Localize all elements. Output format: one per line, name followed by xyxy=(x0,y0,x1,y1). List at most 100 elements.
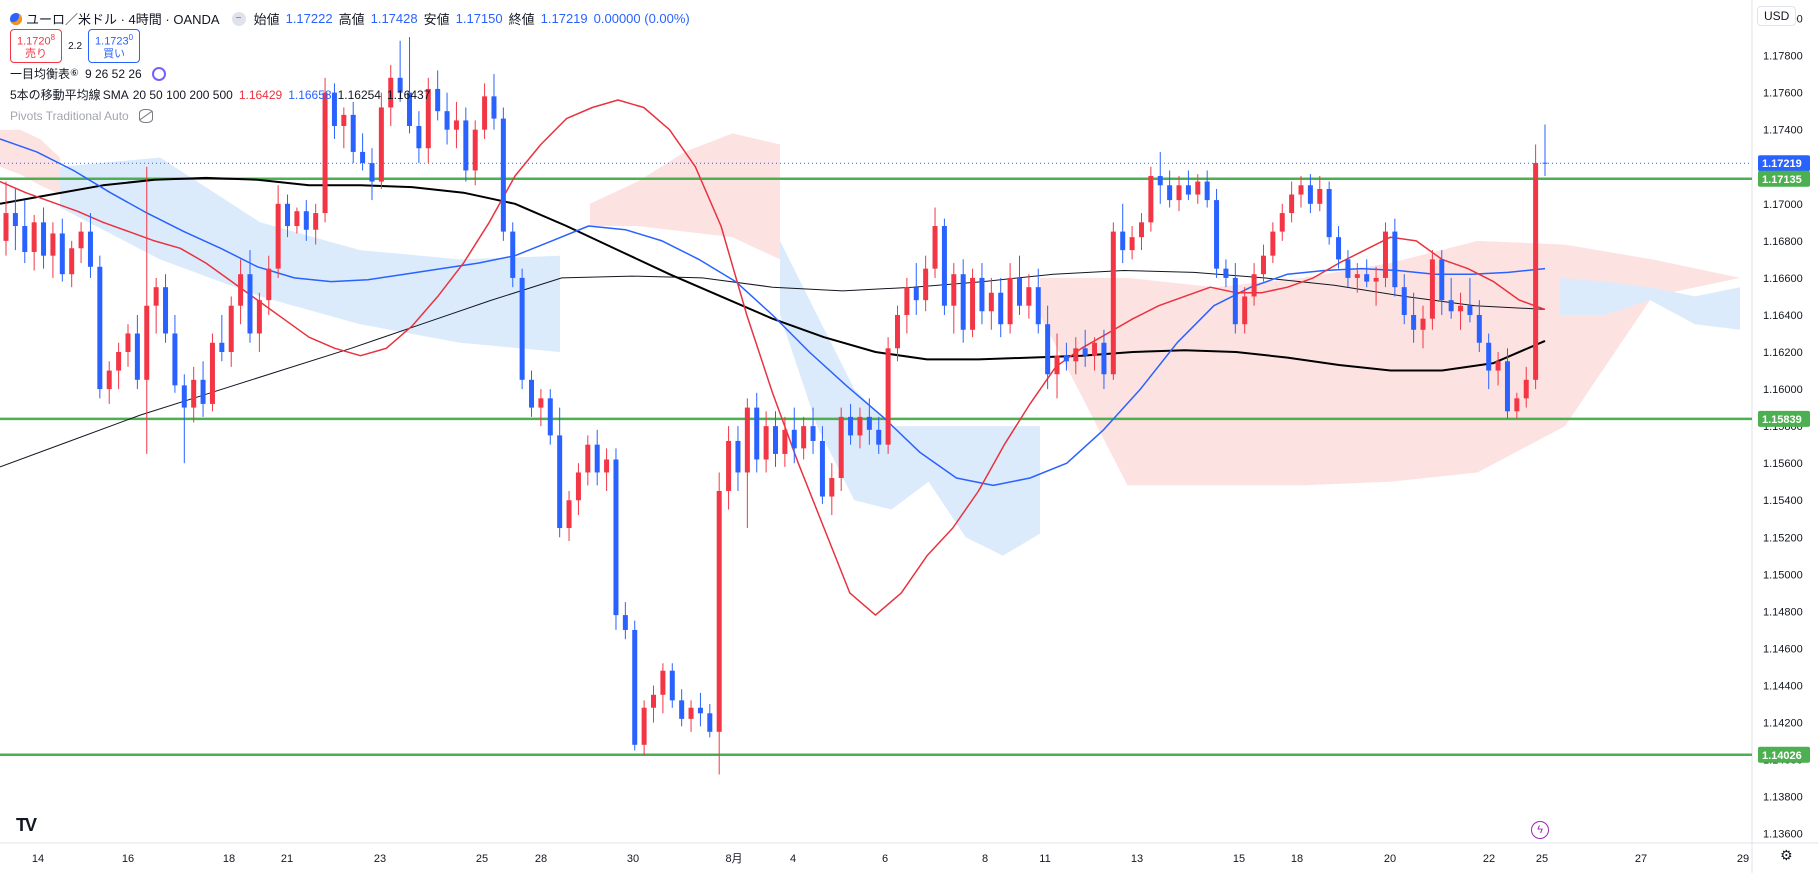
candle-body xyxy=(1364,274,1370,282)
candle xyxy=(529,370,535,417)
candle xyxy=(369,148,375,201)
candle xyxy=(1317,176,1323,212)
candle xyxy=(791,407,797,464)
candle xyxy=(453,101,459,149)
ma20-line xyxy=(0,99,1546,616)
candle-body xyxy=(1223,268,1229,278)
candle xyxy=(754,392,760,473)
candle xyxy=(1504,348,1510,419)
candle xyxy=(163,274,169,343)
candle-body xyxy=(219,342,225,353)
collapse-icon[interactable]: − xyxy=(231,11,246,26)
candle xyxy=(1138,213,1144,251)
eurusd-icon xyxy=(10,12,22,25)
candle xyxy=(913,263,919,315)
candle xyxy=(1373,266,1379,306)
settings-gear-icon[interactable]: ⚙ xyxy=(1780,847,1793,863)
x-tick-label: 23 xyxy=(374,853,386,865)
lightning-icon[interactable]: ϟ xyxy=(1531,821,1549,839)
price-label-box xyxy=(1758,410,1810,427)
currency-selector[interactable]: USD xyxy=(1757,6,1797,26)
y-tick-label: 1.16800 xyxy=(1763,236,1803,248)
candle-body xyxy=(482,96,488,130)
pivots-row[interactable]: Pivots Traditional Auto xyxy=(10,105,696,126)
kumo-bear-segment xyxy=(780,240,1040,556)
candle xyxy=(829,463,835,516)
candle-body xyxy=(116,352,122,371)
candle xyxy=(538,389,544,427)
candle-body xyxy=(575,472,581,501)
candle xyxy=(275,185,281,278)
ma-name: 5本の移動平均線 xyxy=(10,88,101,102)
x-tick-label: 25 xyxy=(1536,853,1548,865)
candle-body xyxy=(378,107,384,182)
candle xyxy=(247,250,253,343)
y-tick-label: 1.16400 xyxy=(1763,310,1803,322)
candle-body xyxy=(209,342,215,404)
x-tick-label: 14 xyxy=(32,853,44,865)
candle xyxy=(12,188,18,251)
sell-button[interactable]: 1.17208 売り xyxy=(10,29,63,63)
candle-body xyxy=(744,407,750,473)
low-label: 安値 xyxy=(423,12,450,27)
candle-body xyxy=(22,226,28,252)
candle-body xyxy=(472,129,478,171)
x-tick-label: 30 xyxy=(627,853,639,865)
candle xyxy=(256,292,262,353)
ma-row[interactable]: 5本の移動平均線 SMA 20 50 100 200 500 1.16429 1… xyxy=(10,84,696,105)
x-tick-label: 28 xyxy=(535,853,547,865)
candles xyxy=(3,37,1548,775)
candle-body xyxy=(829,478,835,497)
candle xyxy=(172,314,178,393)
symbol-title[interactable]: ユーロ／米ドル · 4時間 · OANDA xyxy=(26,12,220,27)
candle-body xyxy=(1504,361,1510,412)
y-tick-label: 1.14200 xyxy=(1763,718,1803,730)
candle xyxy=(41,207,47,269)
tradingview-logo[interactable]: TV xyxy=(16,815,37,835)
candle-body xyxy=(491,96,497,119)
kumo-bull-segment xyxy=(590,133,780,260)
candle-body xyxy=(388,77,394,108)
candle xyxy=(341,107,347,149)
candle xyxy=(979,263,985,325)
candle-body xyxy=(604,459,610,473)
candle-body xyxy=(1185,185,1191,195)
candle-body xyxy=(181,385,187,408)
candle xyxy=(716,472,722,775)
candle-body xyxy=(594,444,600,473)
buy-price-sup: 0 xyxy=(128,33,134,43)
candle-body xyxy=(106,370,112,390)
candle xyxy=(1054,333,1060,399)
candle-body xyxy=(1204,181,1210,201)
candle xyxy=(1120,203,1126,264)
candle-body xyxy=(1411,314,1417,330)
candle-body xyxy=(78,231,84,249)
candle xyxy=(1185,170,1191,201)
hidden-eye-icon[interactable] xyxy=(138,108,153,123)
candle xyxy=(894,305,900,362)
candle xyxy=(1298,176,1304,208)
candle-body xyxy=(1063,355,1069,362)
candle-body xyxy=(1495,361,1501,371)
candle-body xyxy=(416,125,422,149)
candle xyxy=(613,448,619,630)
candle xyxy=(219,314,225,362)
candle-body xyxy=(350,114,356,152)
candle xyxy=(566,490,572,542)
candle xyxy=(510,222,516,288)
kumo-bear-segment xyxy=(60,157,560,352)
ichimoku-row[interactable]: 一目均衡表 ⑥ 9 26 52 26 xyxy=(10,63,696,84)
y-tick-label: 1.17400 xyxy=(1763,125,1803,137)
buy-button[interactable]: 1.17230 買い xyxy=(88,29,141,63)
candle-body xyxy=(1429,259,1435,319)
candle-body xyxy=(1120,231,1126,251)
candle-body xyxy=(585,444,591,473)
x-tick-label: 22 xyxy=(1483,853,1495,865)
candle-body xyxy=(1138,222,1144,238)
x-tick-label: 18 xyxy=(1291,853,1303,865)
candle xyxy=(960,259,966,343)
candle xyxy=(679,689,685,727)
candle xyxy=(125,324,131,367)
candle-body xyxy=(50,233,56,256)
